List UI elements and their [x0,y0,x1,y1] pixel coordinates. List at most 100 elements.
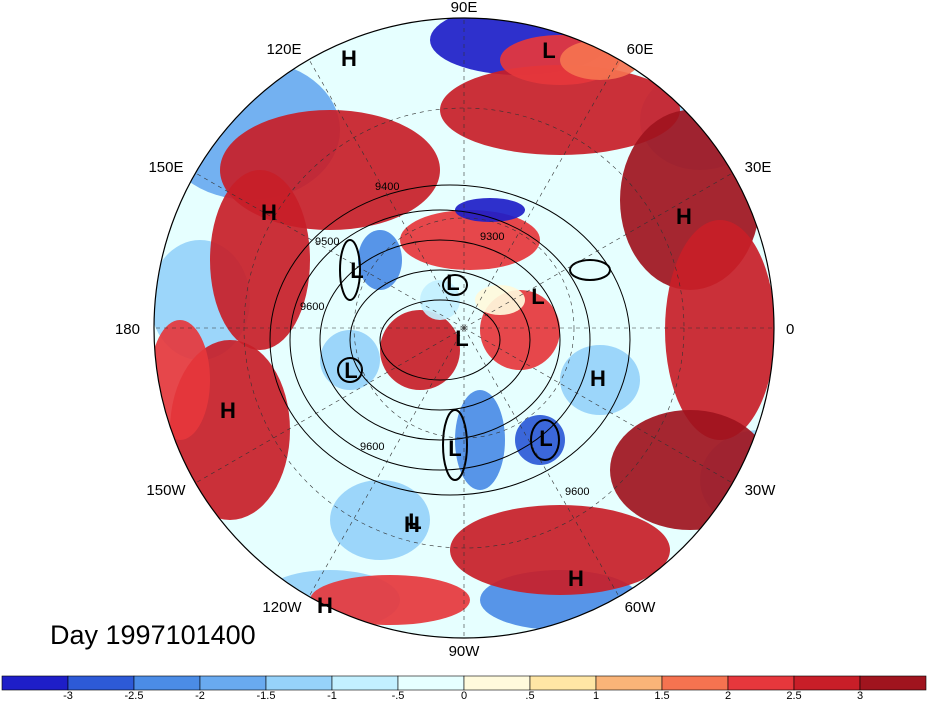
colorbar-tick-label: 2 [725,690,731,702]
anomaly-patch [515,415,565,465]
high-pressure-label: H [568,566,584,591]
colorbar-swatch [727,675,795,691]
colorbar-swatch [67,675,135,691]
meridian-line [308,327,465,597]
longitude-label: 90E [451,0,478,16]
meridian-line [463,172,733,329]
height-contour [289,209,591,471]
colorbar-swatch [529,675,597,691]
longitude-label: 0 [786,321,794,338]
anomaly-patch [320,330,380,390]
anomaly-patch [665,220,774,440]
contour-label: 9500 [315,236,339,248]
colorbar-tick-label: -1 [327,690,337,702]
colorbar-swatch [265,675,333,691]
latitude-circle [353,217,575,439]
colorbar-swatch [595,675,663,691]
colorbar-tick-label: 2.5 [786,690,801,702]
contour-label: 9600 [300,301,324,313]
longitude-label: 150W [146,482,186,499]
colorbar-swatch [1,675,69,691]
low-pressure-label: L [446,270,459,295]
anomaly-patch [455,198,525,222]
low-contour [442,274,468,296]
low-contour [339,239,361,301]
low-contour [530,419,560,461]
colorbar-swatch [793,675,861,691]
contour-label: 9600 [565,486,589,498]
anomaly-patch [358,230,402,290]
colorbar-swatch [331,675,399,691]
meridian-line [195,327,465,484]
colorbar-swatch [397,675,465,691]
colorbar-swatch [199,675,267,691]
high-pressure-label: H [404,512,420,537]
longitude-label: 30E [745,159,772,176]
high-pressure-label: H [590,366,606,391]
low-pressure-label: L [344,358,357,383]
low-pressure-label: L [455,326,468,351]
colorbar: -3 -2.5 -2 -1.5 -1 -.5 0 .5 1 1.5 2 2.5 3 [1,675,927,702]
high-pressure-label: H [341,46,357,71]
colorbar-tick-label: -.5 [392,690,405,702]
colorbar-swatch [463,675,531,691]
colorbar-tick-label: -3 [63,690,73,702]
colorbar-tick-label: 0 [461,690,467,702]
longitude-label: 60W [625,599,657,616]
map-boundary [153,17,775,639]
colorbar-tick-label: 3 [857,690,863,702]
low-pressure-label: L [542,38,555,63]
longitude-label: 60E [627,41,654,58]
contour-label: 9400 [375,181,399,193]
height-contour [269,184,631,496]
high-pressure-label: H [317,593,333,618]
anomaly-patch [310,575,470,625]
longitude-label: 90W [449,643,481,660]
low-pressure-label: L [350,258,363,283]
anomaly-field [154,18,774,638]
height-contours: 9400 9300 9500 9600 9600 9600 [269,181,631,498]
high-pressure-label: H [220,398,236,423]
high-pressure-label: H [676,204,692,229]
colorbar-tick-label: 1 [593,690,599,702]
graticule [153,17,775,639]
height-contour [319,239,561,441]
colorbar-tick-label: -2.5 [125,690,144,702]
anomaly-patch [455,390,505,490]
low-contour [569,259,611,281]
contour-label: 9300 [480,231,504,243]
high-pressure-label: H [261,200,277,225]
low-contour [337,357,363,383]
meridian-line [463,327,620,597]
colorbar-swatch [859,675,927,691]
low-contour [442,409,468,481]
low-pressure-label: L [531,284,544,309]
height-contour [349,269,531,411]
colorbar-tick-label: 1.5 [654,690,669,702]
low-pressure-label: L [448,436,461,461]
longitude-label: 180 [115,321,140,338]
longitude-label: 150E [148,159,183,176]
low-pressure-label: L [539,426,552,451]
anomaly-patch [210,170,310,350]
colorbar-tick-label: -2 [195,690,205,702]
meridian-line [463,327,733,484]
longitude-label: 120W [262,599,302,616]
longitude-label: 30W [745,482,777,499]
anomaly-patch [400,210,540,270]
anomaly-patch [450,505,670,595]
colorbar-swatch [133,675,201,691]
anomaly-patch [560,345,640,415]
colorbar-swatch [661,675,729,691]
meridian-line [463,59,620,329]
low-pressure-label: L [408,509,421,534]
day-label: Day 1997101400 [50,620,256,650]
colorbar-tick-label: -1.5 [257,690,276,702]
anomaly-patch [440,65,680,155]
meridian-line [308,59,465,329]
longitude-label: 120E [266,41,301,58]
anomaly-patch [610,410,770,530]
anomaly-patch [475,285,525,315]
